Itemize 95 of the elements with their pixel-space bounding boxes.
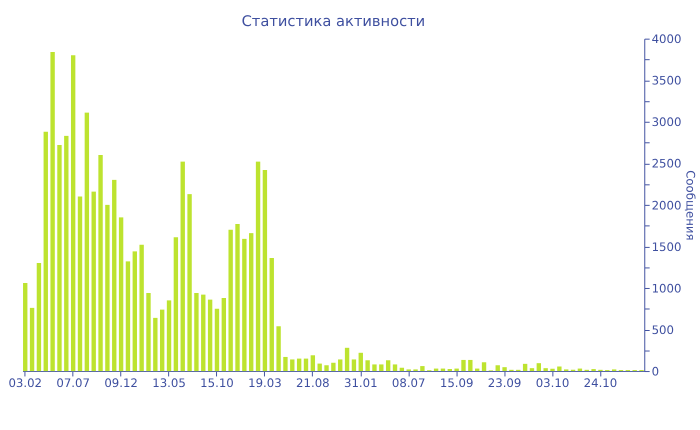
bar: [174, 237, 178, 372]
x-tick-label: 19.03: [248, 376, 282, 390]
bar: [420, 366, 425, 372]
bar: [166, 300, 172, 372]
x-tick-label: 24.10: [584, 376, 618, 390]
y-tick-label: 0: [652, 364, 660, 378]
x-tick-label: 09.12: [104, 376, 138, 390]
bar: [283, 356, 288, 372]
bar: [304, 358, 308, 372]
bar: [44, 132, 48, 372]
bar: [78, 196, 82, 372]
bar: [30, 308, 34, 372]
bar: [344, 348, 350, 372]
bar: [187, 194, 192, 372]
y-tick-label: 3000: [652, 115, 682, 130]
bar: [256, 162, 260, 372]
bar: [214, 308, 220, 372]
bar: [310, 355, 316, 372]
y-tick-label: 500: [652, 322, 674, 337]
x-tick-label: 31.01: [344, 376, 378, 390]
x-tick-label: 15.09: [440, 376, 474, 390]
bar: [536, 363, 542, 372]
bar: [228, 230, 233, 372]
x-tick-label: 07.07: [56, 376, 90, 390]
bar: [132, 251, 137, 372]
bar: [98, 155, 103, 372]
bar: [139, 244, 144, 372]
bar: [235, 224, 240, 372]
y-tick-label: 1000: [652, 281, 682, 296]
x-tick-label: 08.07: [392, 376, 426, 390]
bar: [352, 359, 356, 372]
bar: [146, 292, 151, 372]
y-tick-label: 3500: [652, 74, 682, 88]
bar: [194, 292, 199, 372]
bar: [92, 192, 96, 372]
bar: [365, 360, 370, 372]
bar: [440, 368, 446, 372]
bar: [448, 368, 452, 372]
y-axis-title: Сообщения: [683, 170, 698, 241]
x-tick-label: 13.05: [152, 376, 186, 390]
bar: [105, 204, 110, 372]
bar: [296, 358, 302, 372]
bar: [578, 368, 582, 372]
bar: [557, 366, 562, 372]
bar: [242, 238, 247, 372]
bar: [530, 368, 534, 372]
bar: [270, 258, 274, 372]
x-tick-label: 03.10: [536, 376, 570, 390]
bar: [262, 170, 268, 372]
bar: [400, 368, 404, 372]
bar: [153, 318, 158, 372]
bar: [550, 368, 555, 372]
bar: [70, 55, 76, 372]
bar: [50, 52, 55, 372]
bar: [208, 300, 212, 372]
y-tick-label: 1500: [652, 240, 682, 254]
bar: [222, 298, 226, 372]
bar: [276, 326, 281, 372]
bar: [126, 261, 130, 372]
bar: [57, 145, 62, 372]
bar: [317, 364, 322, 372]
chart-title: Статистика активности: [242, 12, 426, 30]
bar: [522, 364, 528, 372]
bar: [180, 162, 185, 372]
y-tick-label: 2500: [652, 156, 682, 171]
y-tick-label: 4000: [652, 32, 682, 46]
bar: [496, 365, 500, 372]
x-tick-label: 03.02: [8, 376, 42, 390]
bar: [249, 233, 254, 372]
bar: [474, 368, 480, 372]
bar: [118, 217, 124, 372]
bar: [201, 294, 206, 372]
bar: [468, 360, 473, 372]
bar: [379, 364, 384, 372]
bar: [338, 359, 342, 372]
bar: [324, 365, 329, 372]
bar: [543, 368, 548, 372]
bar: [434, 368, 438, 372]
bar: [160, 310, 164, 372]
bar: [331, 362, 336, 372]
bar: [112, 180, 116, 372]
bar: [290, 359, 294, 372]
bar: [23, 282, 28, 372]
bar: [358, 352, 363, 372]
bar: [461, 360, 466, 372]
bar: [386, 360, 390, 372]
y-tick-label: 2000: [652, 198, 682, 212]
bar: [502, 367, 507, 372]
bar: [36, 263, 42, 372]
bar: [454, 368, 459, 372]
bar: [84, 112, 90, 372]
bar: [64, 136, 69, 372]
x-tick-label: 23.09: [488, 376, 522, 390]
x-tick-label: 21.08: [296, 376, 330, 390]
x-tick-label: 15.10: [200, 376, 234, 390]
